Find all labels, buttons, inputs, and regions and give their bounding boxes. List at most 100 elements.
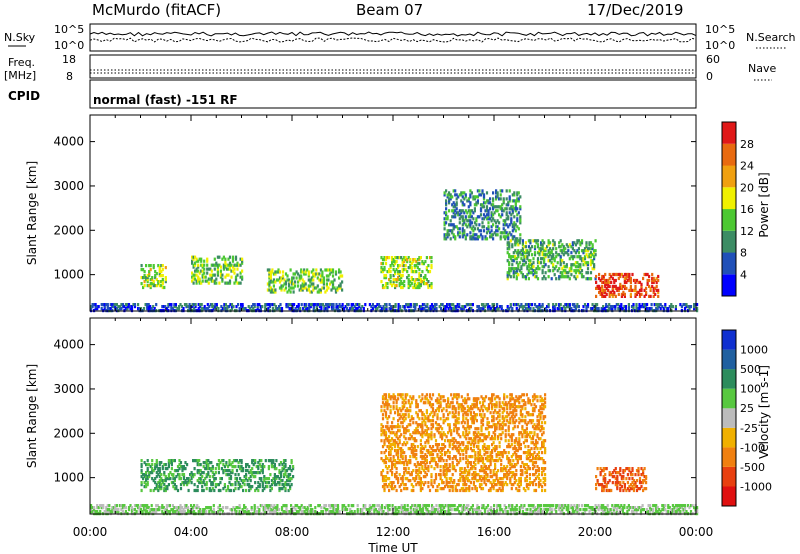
echo-cell [397,449,400,453]
echo-cell [444,451,447,455]
echo-cell [203,267,206,271]
echo-cell [492,233,495,237]
echo-cell [398,272,401,276]
echo-cell [601,274,604,279]
echo-cell [430,437,433,441]
echo-cell [274,272,277,276]
echo-cell [427,435,430,439]
echo-cell [114,508,117,512]
echo-cell [508,506,511,510]
echo-cell [586,271,590,275]
echo-cell [440,508,443,512]
colorbar-tick-label: 12 [740,225,754,238]
echo-cell [638,305,641,309]
echo-cell [224,259,227,263]
echo-cell [416,463,419,467]
echo-cell [514,255,517,259]
echo-cell [398,461,401,465]
echo-cell [346,508,349,512]
echo-cell [571,508,574,512]
echo-cell [414,508,417,512]
echo-cell [655,303,658,307]
echo-cell [582,275,585,279]
echo-cell [447,399,450,403]
echo-cell [549,253,552,257]
echo-cell [206,267,209,271]
echo-cell [285,508,288,512]
echo-cell [401,417,404,421]
echo-cell [216,265,219,269]
echo-cell [469,231,472,235]
echo-cell [127,506,131,510]
echo-cell [185,506,188,510]
echo-cell [508,223,511,227]
echo-cell [234,257,238,261]
echo-cell [553,307,556,311]
echo-cell [452,209,455,213]
echo-cell [239,275,242,279]
echo-cell [193,459,196,463]
echo-cell [593,305,596,309]
echo-cell [409,280,412,284]
echo-cell [409,447,412,451]
echo-cell [258,485,261,489]
echo-cell [207,465,210,469]
echo-cell [421,445,424,449]
echo-cell [129,504,132,508]
echo-cell [469,203,472,207]
echo-cell [559,259,562,263]
echo-cell [333,278,336,282]
echo-cell [416,481,419,485]
echo-cell [220,305,223,309]
echo-cell [427,485,430,489]
echo-cell [384,425,388,429]
echo-cell [597,504,600,508]
echo-cell [326,508,329,512]
echo-cell [469,223,472,227]
echo-cell [172,475,175,479]
echo-cell [197,275,200,279]
echo-cell [508,197,511,201]
echo-cell [121,506,124,510]
echo-cell [562,245,565,249]
echo-cell [245,463,248,467]
echo-cell [645,286,648,290]
echo-cell [458,193,461,197]
echo-cell [517,303,520,307]
echo-cell [254,459,257,463]
echo-cell [241,508,244,512]
echo-cell [442,481,445,485]
echo-cell [388,256,391,260]
echo-cell [323,305,326,309]
echo-cell [529,239,532,243]
echo-cell [521,239,524,243]
echo-cell [224,257,227,261]
echo-cell [580,257,584,261]
echo-cell [646,508,649,512]
echo-cell [395,453,398,457]
echo-cell [532,261,535,265]
echo-cell [398,441,401,445]
echo-cell [382,510,385,514]
echo-cell [341,506,344,510]
echo-cell [484,215,487,219]
echo-cell [427,437,430,441]
echo-cell [196,469,199,473]
echo-cell [289,280,292,284]
echo-cell [407,274,410,278]
echo-cell [161,282,164,286]
echo-cell [412,437,415,441]
echo-cell [608,303,611,307]
echo-cell [439,417,442,421]
colorbar-segment [722,187,736,210]
echo-cell [452,307,455,311]
echo-cell [270,508,273,512]
echo-cell [583,510,587,514]
echo-cell [617,272,620,277]
echo-cell [521,251,524,255]
echo-cell [414,303,417,307]
echo-cell [431,409,435,413]
echo-cell [163,473,166,477]
echo-cell [146,504,149,508]
echo-cell [190,504,193,508]
